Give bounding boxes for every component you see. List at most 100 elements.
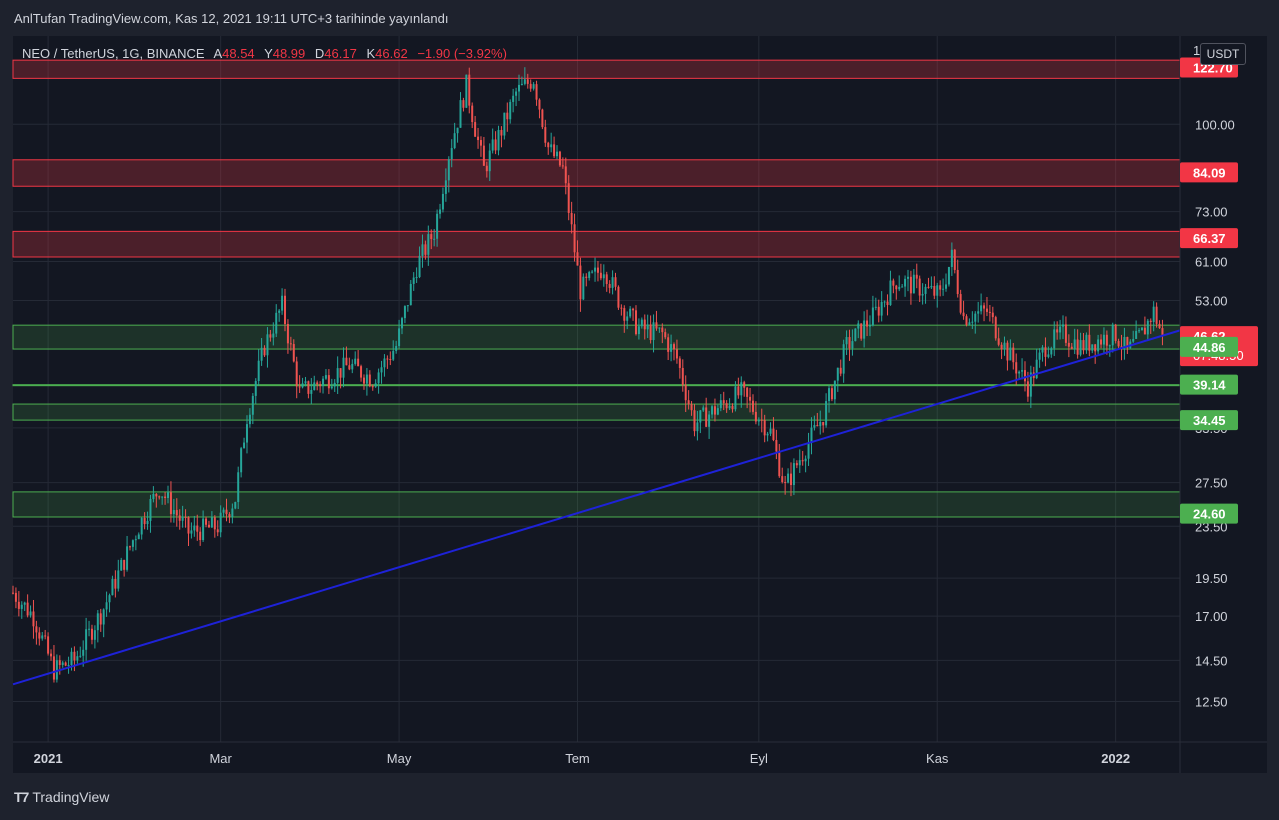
candle-body	[830, 388, 833, 400]
candle-body	[52, 656, 55, 680]
symbol-name[interactable]: NEO / TetherUS, 1G, BINANCE	[22, 46, 205, 61]
candle-body	[1064, 324, 1067, 343]
candle-body	[912, 274, 915, 294]
candle-body	[485, 165, 488, 172]
symbol-legend: NEO / TetherUS, 1G, BINANCE A48.54 Y48.9…	[22, 46, 507, 61]
candle-body	[754, 411, 757, 422]
price-axis-background	[1180, 36, 1267, 773]
candle-body	[596, 267, 599, 273]
candle-body	[395, 346, 398, 351]
trendline-layer	[12, 329, 1181, 686]
candle-body	[637, 326, 640, 335]
candle-body	[169, 492, 172, 515]
candle-body	[374, 383, 377, 387]
candle-body	[386, 358, 389, 360]
candle-body	[35, 626, 38, 633]
candle-body	[866, 320, 869, 327]
candle-body	[213, 517, 216, 530]
candle-body	[82, 649, 85, 656]
candle-body	[90, 628, 93, 640]
candle-body	[231, 508, 234, 517]
price-tick-label-partial: 1	[1193, 43, 1200, 58]
currency-selector[interactable]: USDT	[1200, 43, 1246, 65]
candle-body	[517, 84, 520, 92]
candle-body	[895, 285, 898, 290]
candle-body	[915, 274, 918, 279]
candle-body	[360, 366, 363, 378]
candle-body	[301, 383, 304, 388]
candle-body	[950, 249, 953, 267]
candle-body	[848, 337, 851, 349]
candle-body	[409, 283, 412, 306]
candle-body	[658, 327, 661, 329]
candle-body	[839, 367, 842, 374]
candle-body	[711, 406, 714, 415]
candle-body	[1152, 306, 1155, 323]
candle-body	[956, 269, 959, 295]
candle-body	[307, 381, 310, 394]
candle-body	[605, 274, 608, 284]
candle-body	[945, 284, 948, 289]
candle-body	[175, 510, 178, 516]
price-tick-label: 17.00	[1195, 609, 1228, 624]
candle-body	[205, 518, 208, 525]
candle-body	[140, 518, 143, 535]
candle-body	[1105, 334, 1108, 346]
candle-body	[863, 320, 866, 339]
candle-body	[582, 276, 585, 300]
candle-body	[939, 285, 942, 290]
candle-body	[368, 374, 371, 387]
candle-body	[196, 525, 199, 532]
candle-body	[632, 308, 635, 311]
candle-body	[526, 79, 529, 84]
candle-body	[1047, 354, 1050, 357]
candle-body	[1117, 340, 1120, 347]
candle-body	[667, 337, 670, 352]
candle-body	[450, 148, 453, 160]
published-info: AnlTufan TradingView.com, Kas 12, 2021 1…	[14, 11, 449, 26]
grid-lines	[13, 36, 1180, 742]
candle-body	[988, 311, 991, 313]
price-label-box	[1180, 374, 1238, 395]
candle-body	[1138, 330, 1141, 332]
candle-body	[1094, 344, 1097, 352]
candle-body	[389, 358, 392, 360]
candle-body	[778, 451, 781, 477]
candle-body	[237, 472, 240, 503]
candle-body	[836, 367, 839, 381]
candle-body	[640, 319, 643, 327]
candle-body	[500, 129, 503, 136]
candle-body	[731, 405, 734, 410]
candle-body	[26, 602, 29, 616]
candle-body	[675, 349, 678, 359]
candle-body	[971, 321, 974, 323]
candle-body	[795, 463, 798, 466]
candle-body	[462, 100, 465, 108]
candle-body	[354, 358, 357, 364]
candle-body	[880, 301, 883, 316]
candle-body	[158, 496, 161, 498]
candle-body	[88, 628, 91, 630]
candle-body	[614, 277, 617, 287]
candle-body	[798, 460, 801, 466]
candle-body	[558, 151, 561, 166]
candle-body	[424, 244, 427, 255]
candle-body	[702, 407, 705, 411]
price-label-box	[1180, 162, 1238, 183]
candle-body	[1006, 342, 1009, 361]
time-tick-label: 2022	[1101, 751, 1130, 766]
candle-body	[453, 133, 456, 149]
candle-body	[114, 578, 117, 589]
candle-body	[117, 570, 120, 589]
candle-body	[398, 328, 401, 347]
candle-body	[620, 307, 623, 309]
candle-body	[1108, 345, 1111, 347]
candle-body	[883, 301, 886, 303]
time-axis[interactable]: 2021 Mar May Tem Eyl Kas 2022	[34, 751, 1130, 766]
candle-body	[515, 91, 518, 96]
zones-layer	[12, 59, 1181, 518]
candle-body	[146, 520, 149, 525]
candle-body	[1102, 334, 1105, 345]
candle-body	[611, 277, 614, 288]
